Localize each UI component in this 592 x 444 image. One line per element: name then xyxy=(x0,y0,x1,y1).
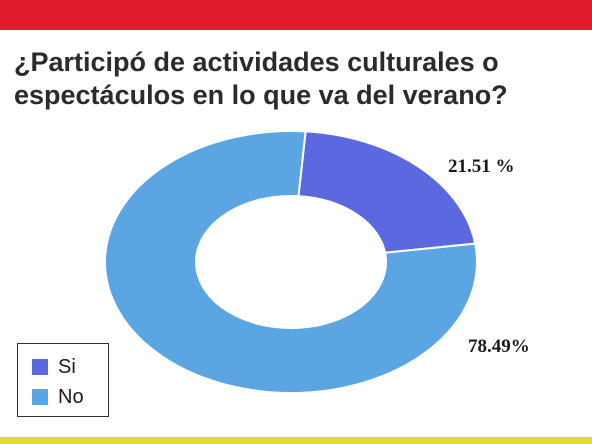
data-label-si: 21.51 % xyxy=(448,156,515,177)
legend-swatch-no xyxy=(32,389,48,405)
legend-item-si: Si xyxy=(32,356,76,378)
chart-title: ¿Participó de actividades culturales o e… xyxy=(14,46,574,112)
data-label-no: 78.49% xyxy=(468,336,530,357)
chart-title-line-2: espectáculos en lo que va del verano? xyxy=(14,80,508,110)
top-red-bar xyxy=(0,0,592,30)
legend-item-no: No xyxy=(32,386,84,408)
legend-swatch-si xyxy=(32,359,48,375)
legend-label-si: Si xyxy=(58,355,76,378)
donut-slice-si xyxy=(297,130,477,254)
legend-label-no: No xyxy=(58,385,84,408)
bottom-yellow-bar xyxy=(0,437,592,444)
legend: Si No xyxy=(17,343,109,417)
donut-slice-no xyxy=(104,130,478,394)
chart-title-line-1: ¿Participó de actividades culturales o xyxy=(14,47,499,77)
donut-slices xyxy=(104,130,478,394)
